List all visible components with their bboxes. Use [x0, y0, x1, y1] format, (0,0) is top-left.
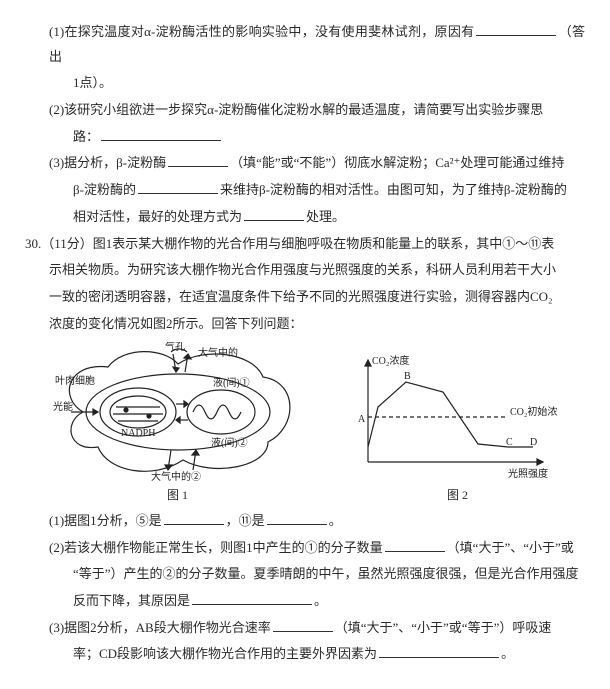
co2-curve-svg: CO₂浓度 光照强度 CO₂初始浓度 A B C D — [358, 352, 558, 482]
text: 相对活性，最好的处理方式为 — [73, 209, 242, 224]
blank — [476, 22, 556, 36]
text: （填“能”或“不能”）彻底水解淀粉；Ca²⁺处理可能通过维持 — [230, 155, 564, 170]
label-guangneng: 光能 — [53, 400, 73, 413]
blank — [267, 511, 327, 525]
q29-p1-line2: 1点）。 — [25, 71, 585, 96]
q30-s2-line3: 反而下降，其原因是 。 — [25, 589, 585, 614]
figure-2: CO₂浓度 光照强度 CO₂初始浓度 A B C D 图 2 — [358, 352, 558, 507]
text: （填“大于”、“小于”或 — [447, 540, 574, 555]
blank — [101, 127, 221, 141]
q29-p3-line1: (3)据分析，β-淀粉酶 （填“能”或“不能”）彻底水解淀粉；Ca²⁺处理可能通过… — [25, 151, 585, 176]
ylabel: CO₂浓度 — [372, 354, 409, 367]
text: 处理。 — [306, 209, 345, 224]
text: 率；CD段影响该大棚作物光合作用的主要外界因素为 — [73, 646, 377, 661]
figure-2-caption: 图 2 — [358, 484, 558, 507]
q30-s2-line2: “等于”）产生的②的分子数量。夏季晴朗的中午，虽然光照强度很强，但是光合作用强度 — [25, 562, 585, 587]
label-qikong: 气孔 — [165, 342, 185, 353]
q29-p2-line2: 路： — [25, 125, 585, 150]
init-label: CO₂初始浓度 — [510, 405, 558, 418]
blank — [164, 511, 224, 525]
q30-head-line1: 30.（11分）图1表示某大棚作物的光合作用与细胞呼吸在物质和能量上的联系，其中… — [25, 232, 585, 257]
q29-p1: (1)在探究温度对α-淀粉酶活性的影响实验中，没有使用斐林试剂，原因有（答 出 — [25, 20, 585, 69]
text: 反而下降，其原因是 — [73, 593, 190, 608]
text: (1)在探究温度对α-淀粉酶活性的影响实验中，没有使用斐林试剂，原因有 — [49, 24, 474, 39]
text: 。 — [329, 513, 342, 528]
text: β-淀粉酶的 — [73, 182, 136, 197]
text: (3)据分析，β-淀粉酶 — [49, 155, 166, 170]
pt-C: C — [506, 437, 513, 448]
pt-B: B — [404, 371, 411, 382]
q30-head-line4: 浓度的变化情况如图2所示。回答下列问题： — [25, 312, 585, 337]
q29-p2: (2)该研究小组欲进一步探究α-淀粉酶催化淀粉水解的最适温度，请简要写出实验步骤… — [25, 98, 585, 123]
q30-s3-line1: (3)据图2分析，AB段大棚作物光合速率（填“大于”、“小于”或“等于”）呼吸速 — [25, 616, 585, 641]
q30-head-line2: 示相关物质。为研究该大棚作物光合作用强度与光照强度的关系，科研人员利用若干大小 — [25, 258, 585, 283]
blank — [138, 180, 218, 194]
q29-p3-line3: 相对活性，最好的处理方式为 处理。 — [25, 205, 585, 230]
label-daqi2: 大气中的② — [151, 470, 201, 482]
text: 路： — [73, 129, 99, 144]
text: (2)若该大棚作物能正常生长，则图1中产生的①的分子数量 — [49, 540, 383, 555]
figure-1-caption: 图 1 — [53, 484, 303, 507]
label-nadph: NADPH — [121, 428, 155, 439]
text: 。 — [314, 593, 327, 608]
text: (1)据图1分析，⑤是 — [49, 513, 162, 528]
blank — [379, 644, 499, 658]
figure-row: 气孔 大气中的 叶肉细胞 光能 NADPH 液(间)① 液(间)② 大气中的② … — [25, 342, 585, 507]
text: 。 — [501, 646, 514, 661]
figure-1: 气孔 大气中的 叶肉细胞 光能 NADPH 液(间)① 液(间)② 大气中的② … — [53, 342, 303, 507]
q30-head-line3: 一致的密闭透明容器，在适宜温度条件下给予不同的光照强度进行实验，测得容器内CO₂ — [25, 285, 585, 310]
blank — [385, 538, 445, 552]
label-yejian1: 液(间)① — [213, 376, 250, 389]
label-yejian2: 液(间)② — [211, 436, 248, 449]
q30-s2-line1: (2)若该大棚作物能正常生长，则图1中产生的①的分子数量 （填“大于”、“小于”或 — [25, 536, 585, 561]
pt-D: D — [530, 437, 537, 448]
blank — [273, 618, 333, 632]
q30-s3-line2: 率；CD段影响该大棚作物光合作用的主要外界因素为 。 — [25, 642, 585, 667]
q30-s1: (1)据图1分析，⑤是 ，⑪是 。 — [25, 509, 585, 534]
text: ，⑪是 — [226, 513, 265, 528]
pt-A: A — [358, 414, 366, 425]
text: 来维持β-淀粉酶的相对活性。由图可知，为了维持β-淀粉酶的 — [220, 182, 567, 197]
blank — [168, 153, 228, 167]
blank — [192, 591, 312, 605]
xlabel: 光照强度 — [508, 467, 548, 480]
cell-diagram-svg: 气孔 大气中的 叶肉细胞 光能 NADPH 液(间)① 液(间)② 大气中的② — [53, 342, 303, 482]
q29-p3-line2: β-淀粉酶的 来维持β-淀粉酶的相对活性。由图可知，为了维持β-淀粉酶的 — [25, 178, 585, 203]
label-daqi: 大气中的 — [198, 346, 238, 359]
label-yerou: 叶肉细胞 — [55, 374, 95, 387]
blank — [244, 207, 304, 221]
